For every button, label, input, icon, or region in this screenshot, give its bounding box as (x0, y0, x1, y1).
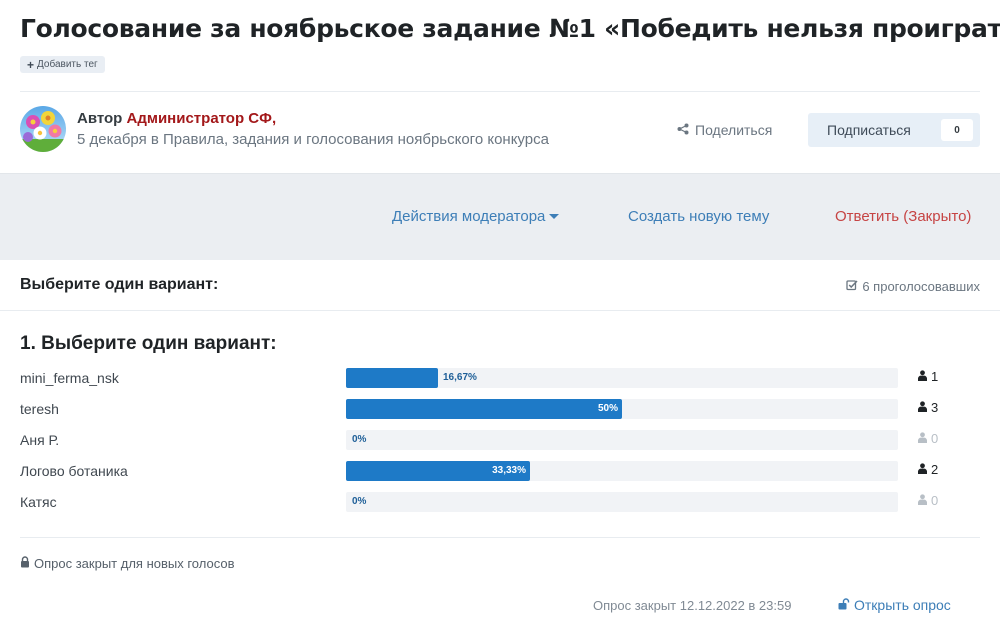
poll-option-votes: 0 (918, 431, 938, 446)
reply-button[interactable]: Ответить (Закрыто) (835, 208, 972, 225)
follow-button[interactable]: Подписаться 0 (808, 113, 980, 147)
user-icon (918, 462, 927, 477)
poll-option-percent: 33,33% (492, 465, 526, 476)
create-topic-button[interactable]: Создать новую тему (628, 208, 770, 225)
poll-option-vote-count: 0 (931, 493, 939, 508)
poll-option-bar: 33,33% (346, 461, 898, 481)
poll-closed-label: Опрос закрыт для новых голосов (34, 556, 235, 571)
moderator-actions-dropdown[interactable]: Действия модератора (392, 208, 560, 225)
poll-option-votes: 0 (918, 493, 938, 508)
poll-option-label: teresh (20, 401, 59, 417)
poll-option-votes[interactable]: 1 (918, 369, 938, 384)
moderator-actions-label: Действия модератора (392, 208, 546, 225)
avatar[interactable] (20, 106, 66, 152)
open-poll-label: Открыть опрос (854, 597, 951, 613)
poll-option-percent: 0% (352, 496, 367, 507)
caret-down-icon (549, 213, 560, 219)
poll-option-bar-fill (346, 368, 438, 388)
poll-option-bar-fill (346, 399, 622, 419)
voters-label: 6 проголосовавших (862, 279, 980, 294)
user-icon (918, 493, 927, 508)
poll-option-bar-fill (346, 461, 530, 481)
share-label: Поделиться (695, 122, 773, 138)
poll-option-vote-count: 3 (931, 400, 939, 415)
follow-label: Подписаться (827, 122, 911, 138)
user-icon (918, 369, 927, 384)
share-button[interactable]: Поделиться (677, 122, 772, 138)
poll-header: Выберите один вариант: (20, 276, 219, 293)
poll-option-bar: 0% (346, 430, 898, 450)
post-meta[interactable]: 5 декабря в Правила, задания и голосован… (77, 131, 549, 148)
divider (0, 310, 1000, 311)
share-icon (677, 122, 689, 138)
open-poll-button[interactable]: Открыть опрос (838, 597, 951, 613)
poll-option-percent: 16,67% (443, 372, 477, 383)
poll-option-label: Аня Р. (20, 432, 60, 448)
add-tag-button[interactable]: + Добавить тег (20, 56, 105, 73)
poll-option-label: Логово ботаника (20, 463, 128, 479)
user-icon (918, 431, 927, 446)
checkbox-icon (846, 279, 858, 294)
action-bar (0, 173, 1000, 260)
poll-closed-date: Опрос закрыт 12.12.2022 в 23:59 (593, 598, 792, 613)
poll-option-vote-count: 2 (931, 462, 939, 477)
plus-icon: + (27, 57, 35, 72)
voters-count[interactable]: 6 проголосовавших (846, 279, 980, 294)
unlock-icon (838, 597, 850, 613)
add-tag-label: Добавить тег (37, 59, 98, 70)
poll-closed-note: Опрос закрыт для новых голосов (20, 556, 234, 571)
poll-option-bar: 50% (346, 399, 898, 419)
poll-option-bar: 16,67% (346, 368, 898, 388)
poll-option-percent: 50% (597, 403, 618, 414)
poll-option-percent: 0% (352, 434, 367, 445)
user-icon (918, 400, 927, 415)
topic-title: Голосование за ноябрьское задание №1 «По… (20, 14, 1000, 43)
poll-question: 1. Выберите один вариант: (20, 333, 277, 354)
divider (20, 91, 980, 92)
divider (20, 537, 980, 538)
author-line: Автор Администратор СФ, (77, 110, 276, 127)
follow-count: 0 (941, 119, 973, 141)
poll-option-votes[interactable]: 2 (918, 462, 938, 477)
poll-option-votes[interactable]: 3 (918, 400, 938, 415)
lock-icon (20, 556, 30, 571)
poll-option-label: Катяс (20, 494, 57, 510)
poll-option-bar: 0% (346, 492, 898, 512)
poll-option-label: mini_ferma_nsk (20, 370, 119, 386)
author-name-link[interactable]: Администратор СФ, (126, 110, 277, 127)
author-prefix: Автор (77, 110, 123, 127)
poll-option-vote-count: 0 (931, 431, 939, 446)
poll-option-vote-count: 1 (931, 369, 939, 384)
